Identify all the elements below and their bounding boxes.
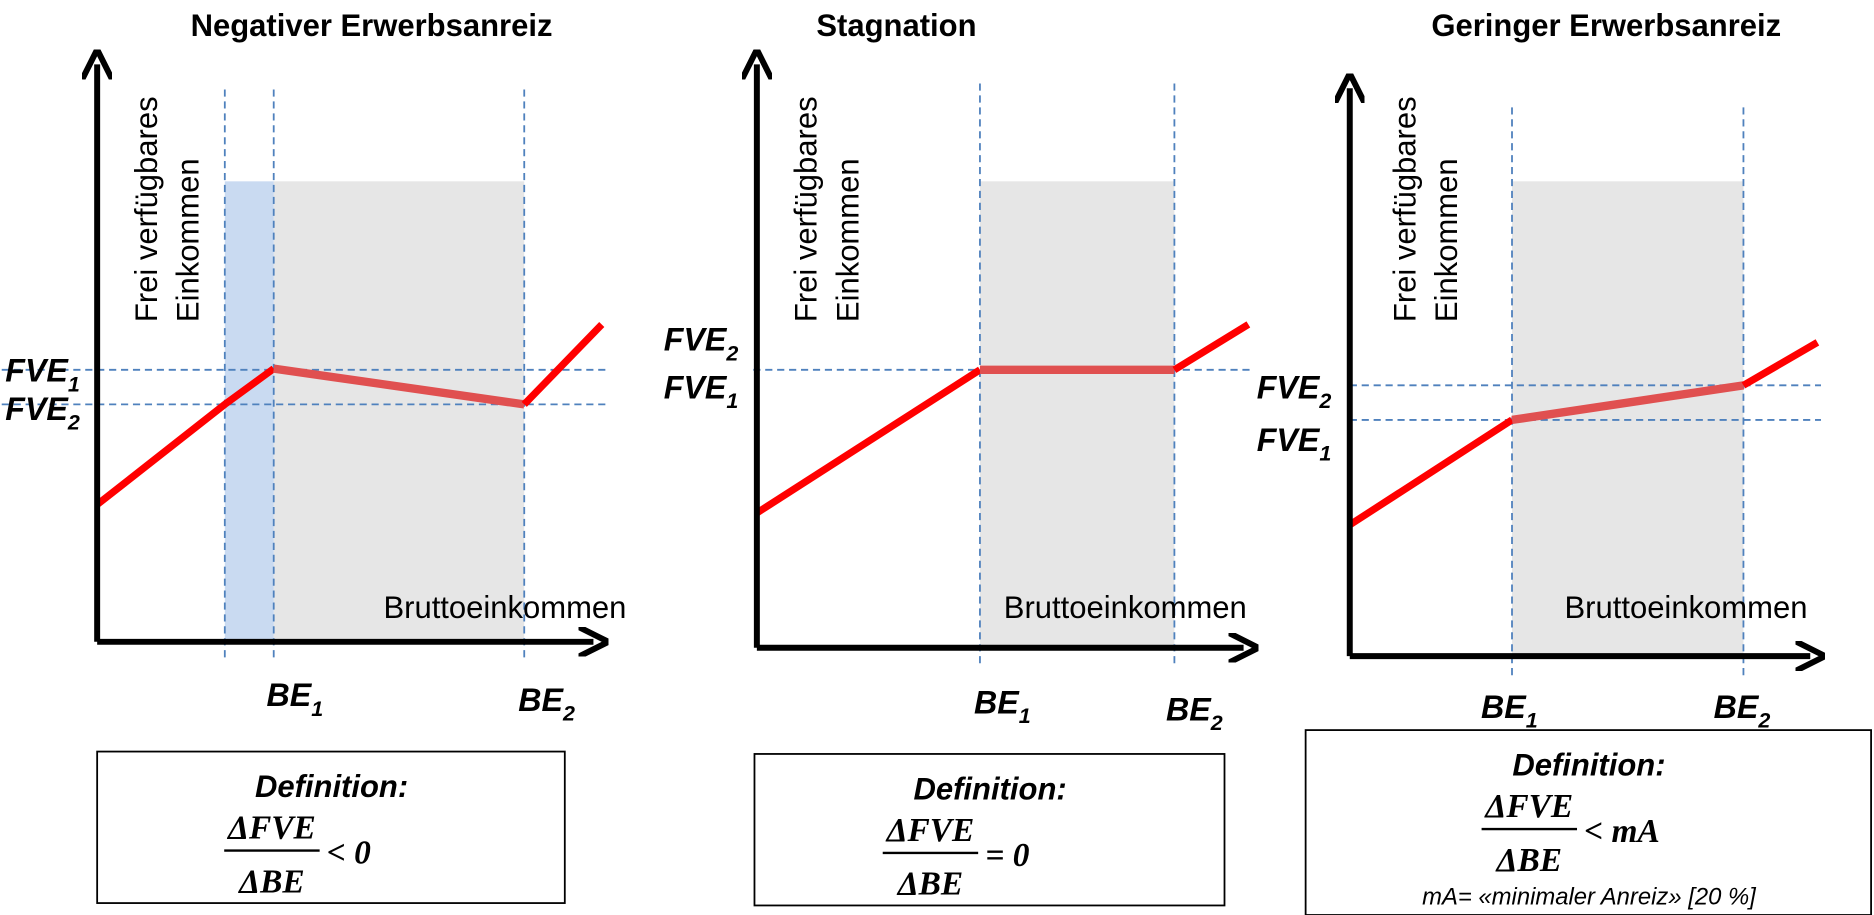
label-base: BE <box>518 682 564 718</box>
label-sub: 1 <box>1019 704 1031 728</box>
label-base: BE <box>1481 689 1527 725</box>
label-base: FVE <box>1257 369 1321 405</box>
definition-heading: Definition: <box>255 769 408 804</box>
sub-label: BE1 <box>267 677 324 721</box>
label-sub: 2 <box>1757 709 1770 733</box>
relation: < 0 <box>327 835 371 872</box>
label-base: FVE <box>664 369 728 405</box>
income-line <box>94 365 276 508</box>
y-axis-label: Frei verfügbares <box>1387 96 1422 322</box>
x-axis-label: Bruttoeinkommen <box>383 590 626 625</box>
label-base: FVE <box>5 353 69 389</box>
label-base: BE <box>267 677 313 713</box>
label-sub: 2 <box>67 410 80 434</box>
definition-box <box>96 750 566 904</box>
income-line <box>1511 381 1745 425</box>
definition-note: mA= «minimaler Anreiz» [20 %] <box>1422 883 1757 910</box>
definition-box <box>753 753 1226 907</box>
relation: < mA <box>1584 813 1660 850</box>
denominator: ΔBE <box>896 866 963 903</box>
income-line <box>1347 416 1514 528</box>
income-line <box>521 321 605 407</box>
sub-label: FVE1 <box>5 353 80 397</box>
x-axis-label: Bruttoeinkommen <box>1004 590 1247 625</box>
income-line <box>1741 339 1820 389</box>
sub-label: BE1 <box>974 684 1031 728</box>
x-axis-label: Bruttoeinkommen <box>1564 590 1807 625</box>
gray-area <box>979 181 1175 648</box>
label-base: BE <box>974 684 1020 720</box>
gray-area <box>273 181 525 642</box>
y-axis-label: Einkommen <box>830 158 865 322</box>
sub-label: FVE2 <box>5 391 80 435</box>
label-sub: 1 <box>311 697 323 721</box>
blue-area <box>224 181 274 642</box>
label-base: FVE <box>5 391 69 427</box>
sub-label: FVE1 <box>1257 422 1332 466</box>
sub-label: FVE2 <box>1257 369 1332 413</box>
label-base: BE <box>1166 692 1212 728</box>
denominator: ΔBE <box>237 863 304 900</box>
panel-title: Geringer Erwerbsanreiz <box>1431 8 1781 43</box>
label-sub: 2 <box>725 341 738 365</box>
y-axis-label: Einkommen <box>1429 158 1464 322</box>
definition-heading: Definition: <box>1512 747 1665 782</box>
income-line <box>273 364 525 409</box>
label-base: FVE <box>1257 422 1321 458</box>
label-base: FVE <box>664 322 728 358</box>
panel-title: Negativer Erwerbsanreiz <box>191 8 553 43</box>
sub-label: BE2 <box>518 682 575 726</box>
label-base: BE <box>1714 689 1760 725</box>
y-axis-label: Frei verfügbares <box>129 96 164 322</box>
definition-box <box>1304 729 1872 915</box>
label-sub: 1 <box>68 372 80 396</box>
label-sub: 2 <box>562 702 575 726</box>
y-axis-label: Frei verfügbares <box>789 96 824 322</box>
denominator: ΔBE <box>1495 842 1562 879</box>
gray-area <box>1512 181 1744 657</box>
income-line <box>1172 321 1251 373</box>
sub-label: FVE1 <box>664 369 739 413</box>
numerator: ΔFVE <box>1483 788 1573 825</box>
sub-label: BE2 <box>1714 689 1771 733</box>
numerator: ΔFVE <box>226 810 316 847</box>
sub-label: FVE2 <box>664 322 739 366</box>
sub-label: BE1 <box>1481 689 1538 733</box>
y-axis-label: Einkommen <box>171 158 206 322</box>
label-sub: 2 <box>1210 711 1223 735</box>
label-sub: 1 <box>1319 441 1331 465</box>
label-sub: 1 <box>1526 709 1538 733</box>
label-sub: 2 <box>1318 389 1331 413</box>
sub-label: BE2 <box>1166 692 1223 736</box>
income-line <box>754 366 982 516</box>
definition-heading: Definition: <box>913 771 1066 806</box>
label-sub: 1 <box>726 389 738 413</box>
numerator: ΔFVE <box>885 812 975 849</box>
panel-title: Stagnation <box>816 8 976 43</box>
relation: = 0 <box>985 837 1029 874</box>
